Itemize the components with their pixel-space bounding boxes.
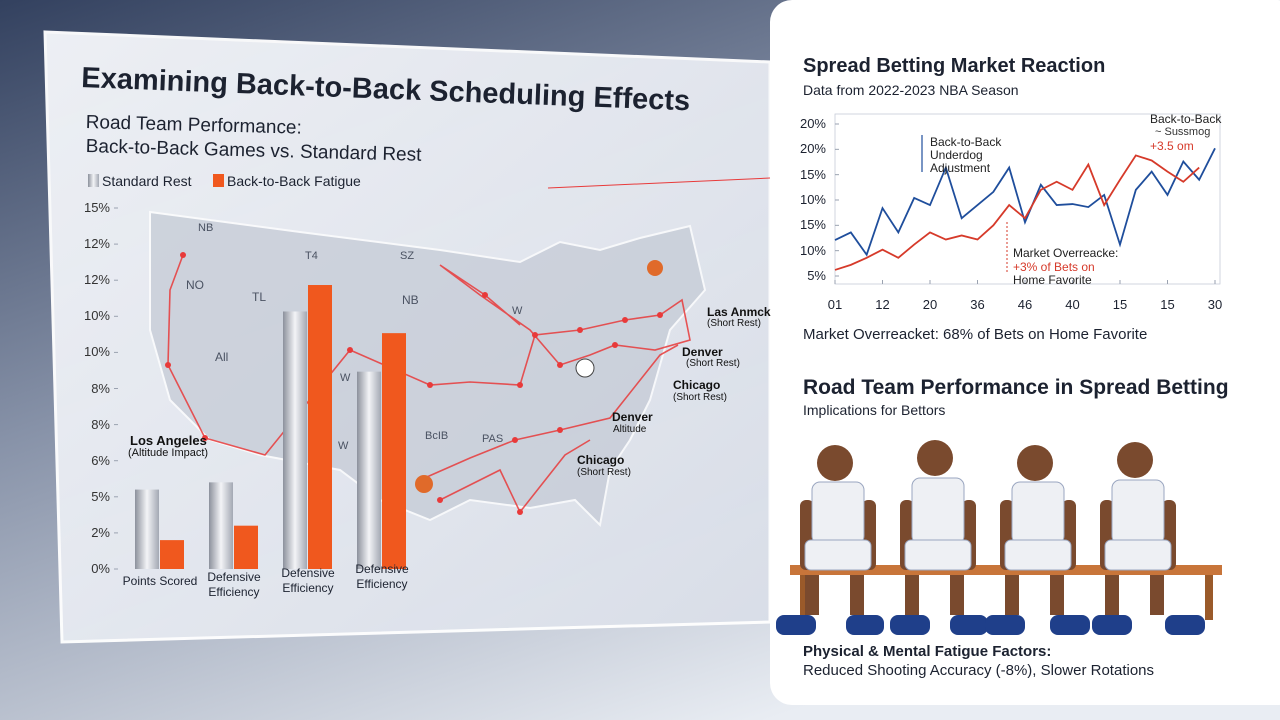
map-label: Las Anmck: [707, 305, 771, 319]
map-label: All: [215, 350, 229, 364]
x-tick-label: 46: [1017, 297, 1033, 312]
map-label: W: [338, 440, 349, 452]
bar: [234, 525, 258, 569]
y-tick-label: 20%: [799, 141, 826, 157]
legend-swatch: [213, 174, 224, 187]
plot-area: [834, 113, 1221, 285]
map-label: Chicago: [577, 453, 625, 467]
chart-subtitle: Data from 2022-2023 NBA Season: [803, 82, 1019, 98]
map-label: BcIB: [425, 430, 449, 442]
y-tick-label: 0%: [91, 561, 110, 576]
map-label: TL: [252, 290, 267, 304]
route: [167, 254, 691, 456]
factors-text: Reduced Shooting Accuracy (-8%), Slower …: [803, 662, 1155, 679]
y-tick-label: 20%: [799, 116, 826, 131]
map-label: PAS: [482, 433, 504, 445]
bar: [382, 333, 406, 569]
x-tick-label: 30: [1207, 297, 1223, 312]
chart-subtitle: Back-to-Back Games vs. Standard Rest: [85, 136, 422, 166]
y-tick-label: 12%: [83, 272, 110, 288]
players: [776, 440, 1222, 635]
y-tick-label: 12%: [83, 236, 110, 252]
y-tick-label: 10%: [799, 192, 826, 207]
x-tick-label: 01: [827, 297, 843, 312]
y-tick-label: 10%: [83, 344, 110, 360]
y-tick-label: 15%: [83, 200, 110, 215]
y-tick-label: 15%: [799, 166, 826, 182]
map-label: Los Angeles: [130, 433, 207, 448]
annotation: Back-to-Back: [1150, 112, 1222, 126]
bar: [209, 482, 233, 569]
bar: [135, 489, 159, 569]
y-tick-label: 15%: [799, 217, 826, 233]
map-label: SZ: [400, 250, 415, 262]
bar: [308, 285, 332, 569]
bar: [160, 540, 184, 569]
clock-icon: [575, 358, 595, 378]
legend-label: Standard Rest: [102, 173, 192, 189]
line-series: [834, 147, 1216, 257]
basketball-icon: [415, 475, 433, 493]
map-label: (Altitude Impact): [128, 447, 209, 459]
annotation: Back-to-Back: [930, 135, 1002, 149]
line-series: [834, 154, 1200, 271]
chart-title: Spread Betting Market Reaction: [803, 55, 1106, 77]
map-label: (Short Rest): [707, 318, 761, 329]
map-label: W: [340, 372, 351, 384]
map-label: Denver: [682, 345, 723, 359]
chart-note: Market Overreacket: 68% of Bets on Home …: [803, 326, 1148, 343]
map-label: (Short Rest): [577, 467, 631, 478]
map-label: NB: [402, 293, 419, 307]
annotation: Home Favorite: [1013, 273, 1092, 287]
annotation: Underdog: [930, 148, 983, 162]
page-title: Examining Back-to-Back Scheduling Effect…: [80, 62, 691, 118]
y-tick-label: 2%: [91, 524, 110, 540]
map-label: Chicago: [673, 378, 721, 392]
x-tick-label: 20: [922, 297, 938, 312]
annotation: ~ Sussmog: [1155, 126, 1211, 138]
x-tick-label: Defensive Efficiency: [207, 570, 261, 599]
y-tick-label: 5%: [807, 268, 826, 283]
y-tick-label: 8%: [91, 416, 110, 432]
y-tick-label: 10%: [83, 308, 110, 324]
map-label: NB: [198, 222, 214, 234]
x-tick-label: 36: [970, 297, 985, 312]
legend-swatch: [88, 174, 99, 187]
connector: [547, 177, 771, 189]
x-tick-label: 12: [875, 297, 890, 312]
y-tick-label: 8%: [91, 380, 110, 396]
bar: [283, 311, 307, 569]
chart-title: Road Team Performance:: [85, 112, 303, 139]
x-tick-label: 15: [1112, 297, 1128, 312]
panel-subtitle: Implications for Bettors: [803, 402, 946, 418]
annotation: +3% of Bets on: [1013, 260, 1095, 274]
map-label: Altitude: [613, 424, 647, 435]
annotation: Market Overreacke:: [1013, 246, 1119, 260]
basketball-icon: [647, 260, 663, 276]
y-tick-label: 6%: [91, 452, 110, 468]
map-label: W: [512, 305, 523, 317]
x-tick-label: Defensive Efficiency: [355, 562, 409, 591]
map-label: (Short Rest): [686, 358, 740, 369]
annotation: Adjustment: [930, 161, 991, 175]
map-label: Denver: [612, 410, 653, 424]
map-label: (Short Rest): [673, 392, 727, 403]
x-tick-label: 15: [1160, 297, 1175, 312]
x-tick-label: Defensive Efficiency: [281, 566, 335, 595]
legend-label: Back-to-Back Fatigue: [227, 173, 361, 189]
y-tick-label: 5%: [91, 488, 110, 504]
annotation: +3.5 om: [1150, 139, 1194, 153]
y-tick-label: 10%: [799, 242, 826, 258]
route-stops: [165, 252, 663, 515]
map-label: NO: [186, 278, 204, 292]
x-tick-label: Points Scored: [122, 574, 198, 588]
x-tick-label: 40: [1065, 297, 1080, 312]
factors-title: Physical & Mental Fatigue Factors:: [803, 643, 1052, 660]
map-label: T4: [305, 250, 318, 262]
bar: [357, 371, 381, 569]
panel-title: Road Team Performance in Spread Betting: [803, 376, 1229, 399]
